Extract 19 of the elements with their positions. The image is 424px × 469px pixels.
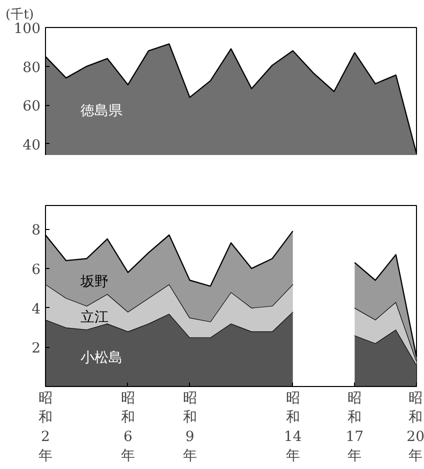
x-tick-label: 昭和20年 [406, 390, 424, 464]
x-tick-label: 昭和9年 [182, 390, 197, 464]
y-tick-label: 100 [14, 21, 41, 37]
x-tick-label: 昭和2年 [38, 390, 52, 464]
y-tick-label: 8 [32, 222, 41, 239]
y-axis-title: (千t) [6, 8, 34, 22]
series-label: 坂野 [80, 274, 109, 290]
x-tick-label: 昭和6年 [120, 390, 135, 464]
series-label: 立江 [80, 310, 109, 326]
y-tick-label: 40 [22, 137, 41, 154]
x-tick-label: 昭和17年 [346, 390, 364, 464]
y-tick-label: 4 [32, 301, 41, 318]
y-tick-label: 2 [32, 340, 41, 357]
series-label: 徳島県 [80, 102, 123, 119]
series-label: 小松島 [80, 350, 123, 366]
y-tick-label: 60 [22, 98, 41, 115]
x-tick-label: 昭和14年 [284, 390, 302, 464]
y-tick-label: 80 [22, 60, 41, 76]
y-tick-label: 6 [32, 262, 41, 278]
